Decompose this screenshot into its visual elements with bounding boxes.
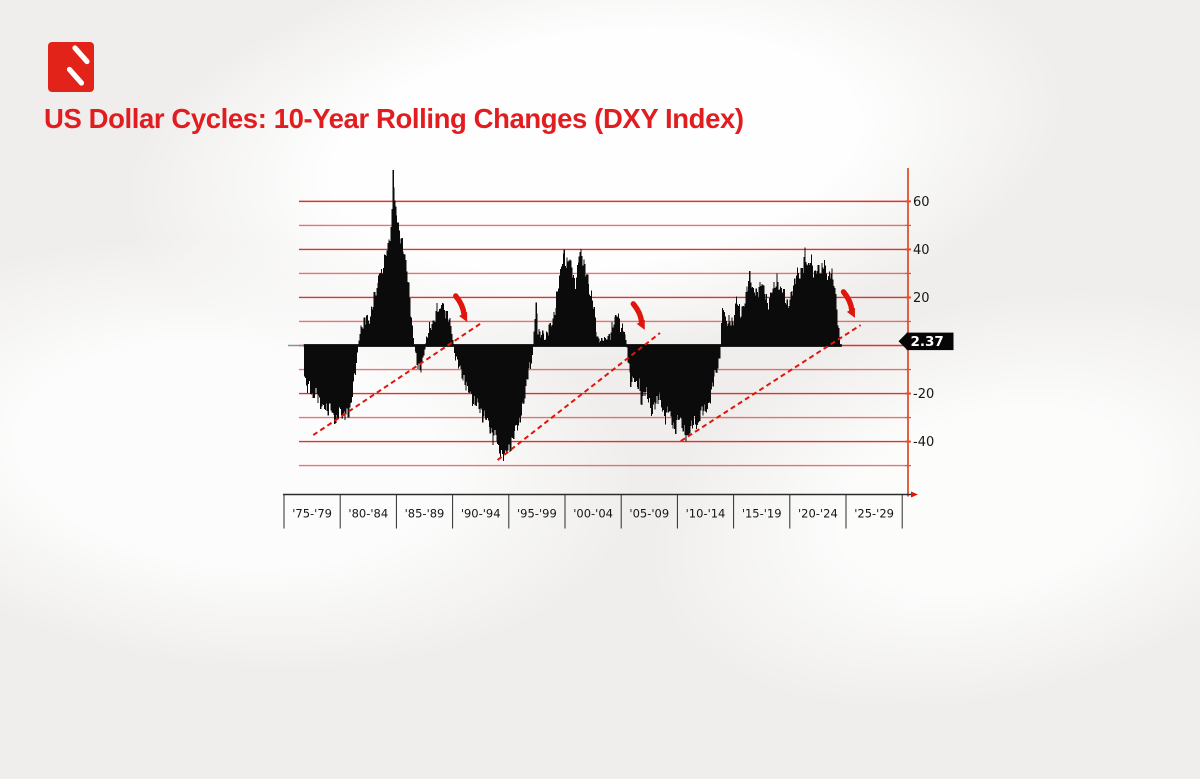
annotation-arrow-head <box>459 311 468 322</box>
axis-label: 60 <box>913 195 930 210</box>
annotation-arrow-head <box>636 319 645 330</box>
annotation-arrow-shaft <box>453 293 467 318</box>
axis-label: '25-'29 <box>854 507 894 521</box>
annotation-arrow-head <box>846 307 855 318</box>
value-tag-label: 2.37 <box>911 334 944 350</box>
axis-label: '85-'89 <box>405 507 445 521</box>
axis-label: '10-'14 <box>686 507 726 521</box>
bars-series <box>304 170 841 461</box>
axis-label: '00-'04 <box>573 507 613 521</box>
axis-label: 40 <box>913 243 930 258</box>
axis-label: '95-'99 <box>517 507 557 521</box>
axis-label: '80-'84 <box>348 507 388 521</box>
trendline-dashed <box>496 332 661 461</box>
dxy-rolling-change-chart: '75-'79 '80-'84 '85-'89 '90-'94 '95-'99 '00-'… <box>283 168 954 529</box>
trendline-dashed <box>680 324 862 442</box>
axis-label: 20 <box>913 291 930 306</box>
brand-logo <box>48 42 94 92</box>
zero-baseline <box>303 344 842 347</box>
axis-label: -20 <box>913 387 934 402</box>
annotation-arrow-shaft <box>630 301 645 326</box>
value-tag-pointer <box>898 333 907 350</box>
annotation-arrow-shaft <box>840 289 855 314</box>
x-axis-end-arrow <box>911 491 918 498</box>
axis-label: '15-'19 <box>742 507 782 521</box>
value-tag <box>906 332 954 351</box>
axis-label: '90-'94 <box>461 507 501 521</box>
page-title: US Dollar Cycles: 10-Year Rolling Change… <box>44 103 744 134</box>
axis-label: '75-'79 <box>292 507 332 521</box>
axis-label: '20-'24 <box>798 507 838 521</box>
axis-label: -40 <box>913 435 934 450</box>
chart-canvas: '75-'79 '80-'84 '85-'89 '90-'94 '95-'99 '00-'… <box>283 168 954 529</box>
axis-label: '05-'09 <box>629 507 669 521</box>
pencil-logo-icon <box>48 42 94 92</box>
